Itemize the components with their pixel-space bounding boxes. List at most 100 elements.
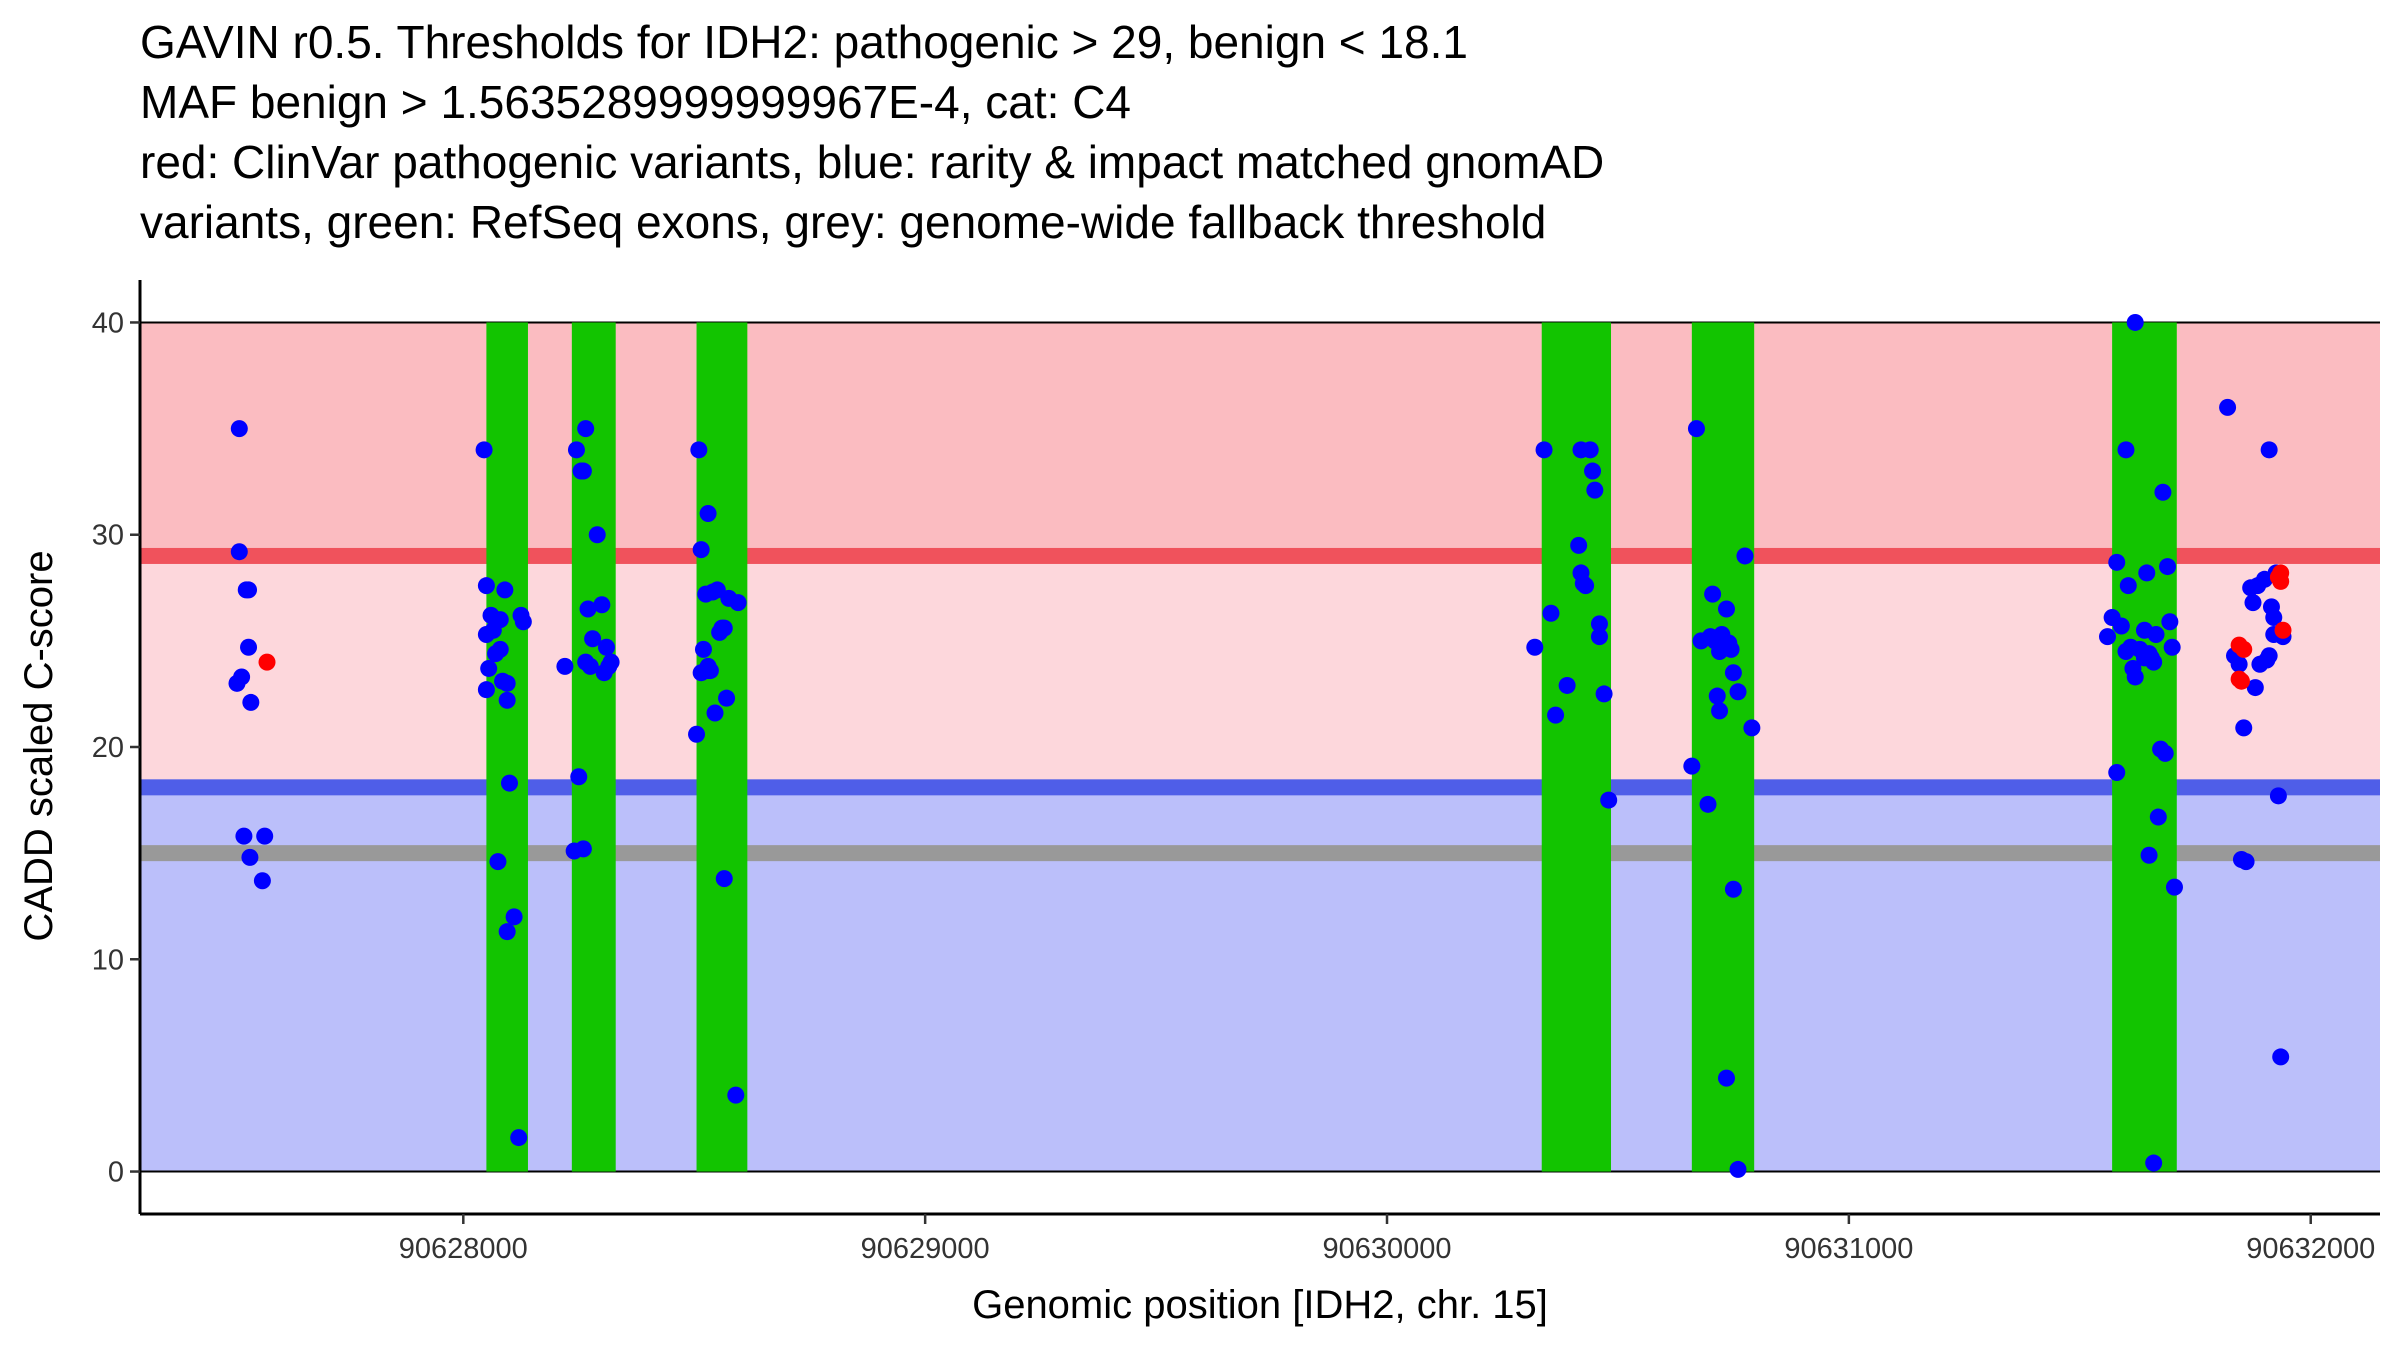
gnomad-point-4 — [228, 674, 246, 692]
gnomad-point-11 — [253, 872, 271, 890]
gnomad-point-14 — [477, 577, 495, 595]
gnomad-point-87 — [1600, 791, 1618, 809]
axes: 0 10 20 30 40 90628000 90629000 90630000 9063100… — [92, 280, 2380, 1265]
title-line-4: variants, green: RefSeq exons, grey: gen… — [140, 196, 1547, 248]
clinvar-point-5 — [2230, 670, 2248, 688]
gnomad-point-90 — [1683, 757, 1701, 775]
gnomad-point-85 — [1590, 628, 1608, 646]
gnomad-point-73 — [1526, 638, 1544, 656]
gnomad-point-81 — [1577, 577, 1595, 595]
gnomad-point-28 — [510, 1129, 528, 1147]
y-tick-label-0: 0 — [108, 1157, 124, 1189]
gnomad-point-86 — [1595, 685, 1613, 703]
x-axis-title: Genomic position [IDH2, chr. 15] — [972, 1283, 1548, 1327]
gnomad-point-25 — [489, 853, 507, 871]
gnomad-point-131 — [2163, 638, 2181, 656]
gnomad-point-39 — [579, 600, 597, 618]
gnomad-point-106 — [1736, 547, 1754, 565]
x-tick-label-3: 90631000 — [1784, 1233, 1913, 1265]
gnomad-point-120 — [2138, 564, 2156, 582]
gnomad-point-6 — [240, 581, 258, 599]
gnomad-point-30 — [477, 681, 495, 699]
clinvar-point-8 — [2272, 572, 2290, 590]
gnomad-point-76 — [1547, 706, 1565, 724]
gnomad-point-123 — [2145, 653, 2163, 671]
gnomad-point-38 — [577, 420, 595, 438]
y-tick-label-30: 30 — [92, 520, 124, 552]
gnomad-point-72 — [699, 657, 717, 675]
gnomad-point-108 — [1743, 719, 1761, 737]
gnomad-point-110 — [1729, 1160, 1747, 1178]
variant-points — [228, 313, 2292, 1178]
benign-zone — [140, 787, 2380, 1172]
gnomad-point-27 — [498, 923, 516, 941]
exon-bar-5 — [1691, 322, 1755, 1172]
y-tick-label-10: 10 — [92, 944, 124, 976]
gnomad-point-34 — [556, 657, 574, 675]
gnomad-point-66 — [727, 1086, 745, 1104]
gnomad-point-107 — [1724, 880, 1742, 898]
gnomad-point-128 — [2156, 744, 2174, 762]
gnomad-point-64 — [715, 619, 733, 637]
gnomad-point-40 — [584, 630, 602, 648]
exon-bar-1 — [486, 322, 528, 1172]
gnomad-point-152 — [2260, 441, 2278, 459]
gnomad-point-33 — [498, 674, 516, 692]
gnomad-point-57 — [699, 505, 717, 522]
gnomad-point-134 — [2117, 441, 2135, 459]
gnomad-point-130 — [2161, 613, 2179, 631]
gnomad-point-101 — [1722, 640, 1740, 658]
gnomad-point-22 — [498, 691, 516, 709]
pathogenic-zone — [140, 322, 2380, 556]
gnomad-point-129 — [2159, 558, 2177, 576]
gnomad-point-159 — [2235, 719, 2253, 737]
gnomad-point-12 — [256, 827, 274, 845]
gnomad-point-43 — [588, 526, 606, 544]
clinvar-point-3 — [2235, 640, 2253, 658]
gnomad-point-1 — [230, 420, 248, 438]
gnomad-point-157 — [2272, 1048, 2290, 1066]
pathogenic-threshold-line — [140, 547, 2380, 564]
gnomad-point-24 — [500, 774, 518, 792]
gnomad-point-32 — [512, 606, 530, 624]
gnomad-point-99 — [1717, 600, 1735, 618]
gnomad-point-55 — [694, 640, 712, 658]
intermediate-zone — [140, 555, 2380, 788]
fallback-threshold-line — [140, 845, 2380, 862]
exon-bar-4 — [1541, 322, 1612, 1172]
exon-bar-3 — [696, 322, 748, 1172]
gnomad-point-71 — [715, 870, 733, 888]
gnomad-point-88 — [1590, 615, 1608, 633]
gnomad-point-139 — [2135, 621, 2153, 639]
gnomad-point-7 — [240, 638, 258, 656]
gnomad-point-75 — [1542, 604, 1560, 622]
y-tick-label-40: 40 — [92, 307, 124, 339]
gnomad-point-84 — [1586, 481, 1604, 499]
x-tick-label-2: 90630000 — [1322, 1233, 1451, 1265]
clinvar-point-1 — [258, 653, 276, 671]
title-line-3: red: ClinVar pathogenic variants, blue: … — [140, 136, 1605, 188]
x-tick-label-4: 90632000 — [2246, 1233, 2375, 1265]
gnomad-point-42 — [581, 657, 599, 675]
gnomad-point-132 — [2165, 878, 2183, 896]
gnomad-point-70 — [729, 594, 747, 612]
gnomad-point-49 — [570, 768, 588, 786]
gnomad-point-135 — [2126, 313, 2144, 331]
gnomad-point-143 — [2230, 655, 2248, 673]
gnomad-point-160 — [2244, 594, 2262, 612]
gnomad-point-45 — [597, 638, 615, 656]
gnomad-point-133 — [2108, 763, 2126, 781]
gnomad-point-95 — [1704, 585, 1722, 603]
gnomad-point-145 — [2237, 853, 2255, 871]
gnomad-point-117 — [2126, 668, 2144, 686]
gnomad-point-93 — [1699, 795, 1717, 813]
title-line-1: GAVIN r0.5. Thresholds for IDH2: pathoge… — [140, 16, 1468, 68]
gnomad-point-136 — [2140, 846, 2158, 864]
gnomad-point-67 — [688, 725, 706, 743]
gnomad-point-31 — [491, 640, 509, 658]
gnomad-point-103 — [1706, 632, 1724, 650]
clinvar-point-9 — [2274, 621, 2292, 639]
gnomad-point-127 — [2154, 483, 2172, 501]
x-tick-label-0: 90628000 — [399, 1233, 528, 1265]
